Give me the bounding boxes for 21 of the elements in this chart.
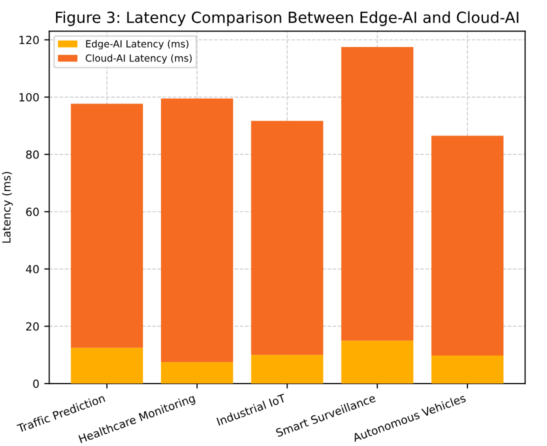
bar xyxy=(70,348,143,384)
legend-label: Edge-AI Latency (ms) xyxy=(86,40,188,50)
bar xyxy=(70,104,143,348)
y-tick-label: 60 xyxy=(26,208,39,216)
y-tick-label: 120 xyxy=(20,36,39,44)
bar xyxy=(341,340,414,384)
y-tick-label: 40 xyxy=(26,264,39,274)
y-axis-title: Latency (ms) xyxy=(2,172,13,243)
y-tick-label: 80 xyxy=(26,150,39,159)
y-tick-label: 100 xyxy=(20,93,39,102)
y-tick-label: 20 xyxy=(26,322,39,331)
bar xyxy=(431,136,504,356)
bar xyxy=(431,355,504,384)
bar xyxy=(160,98,234,362)
bar xyxy=(160,362,234,384)
legend-label: Cloud-AI Latency (ms) xyxy=(86,54,192,64)
bar xyxy=(251,354,324,384)
bar xyxy=(341,46,414,341)
bar xyxy=(251,120,324,355)
y-tick-label: 0 xyxy=(33,380,39,388)
chart-title: Figure 3: Latency Comparison Between Edge-AI and Cloud-AI xyxy=(56,11,518,26)
